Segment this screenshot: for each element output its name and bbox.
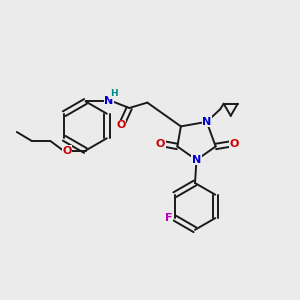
Text: N: N — [192, 155, 201, 165]
Text: H: H — [110, 89, 118, 98]
Text: O: O — [116, 120, 126, 130]
Text: F: F — [165, 213, 172, 223]
Text: O: O — [230, 139, 239, 149]
Text: N: N — [202, 117, 211, 127]
Text: O: O — [156, 139, 165, 149]
Text: N: N — [104, 96, 113, 106]
Text: O: O — [62, 146, 72, 156]
